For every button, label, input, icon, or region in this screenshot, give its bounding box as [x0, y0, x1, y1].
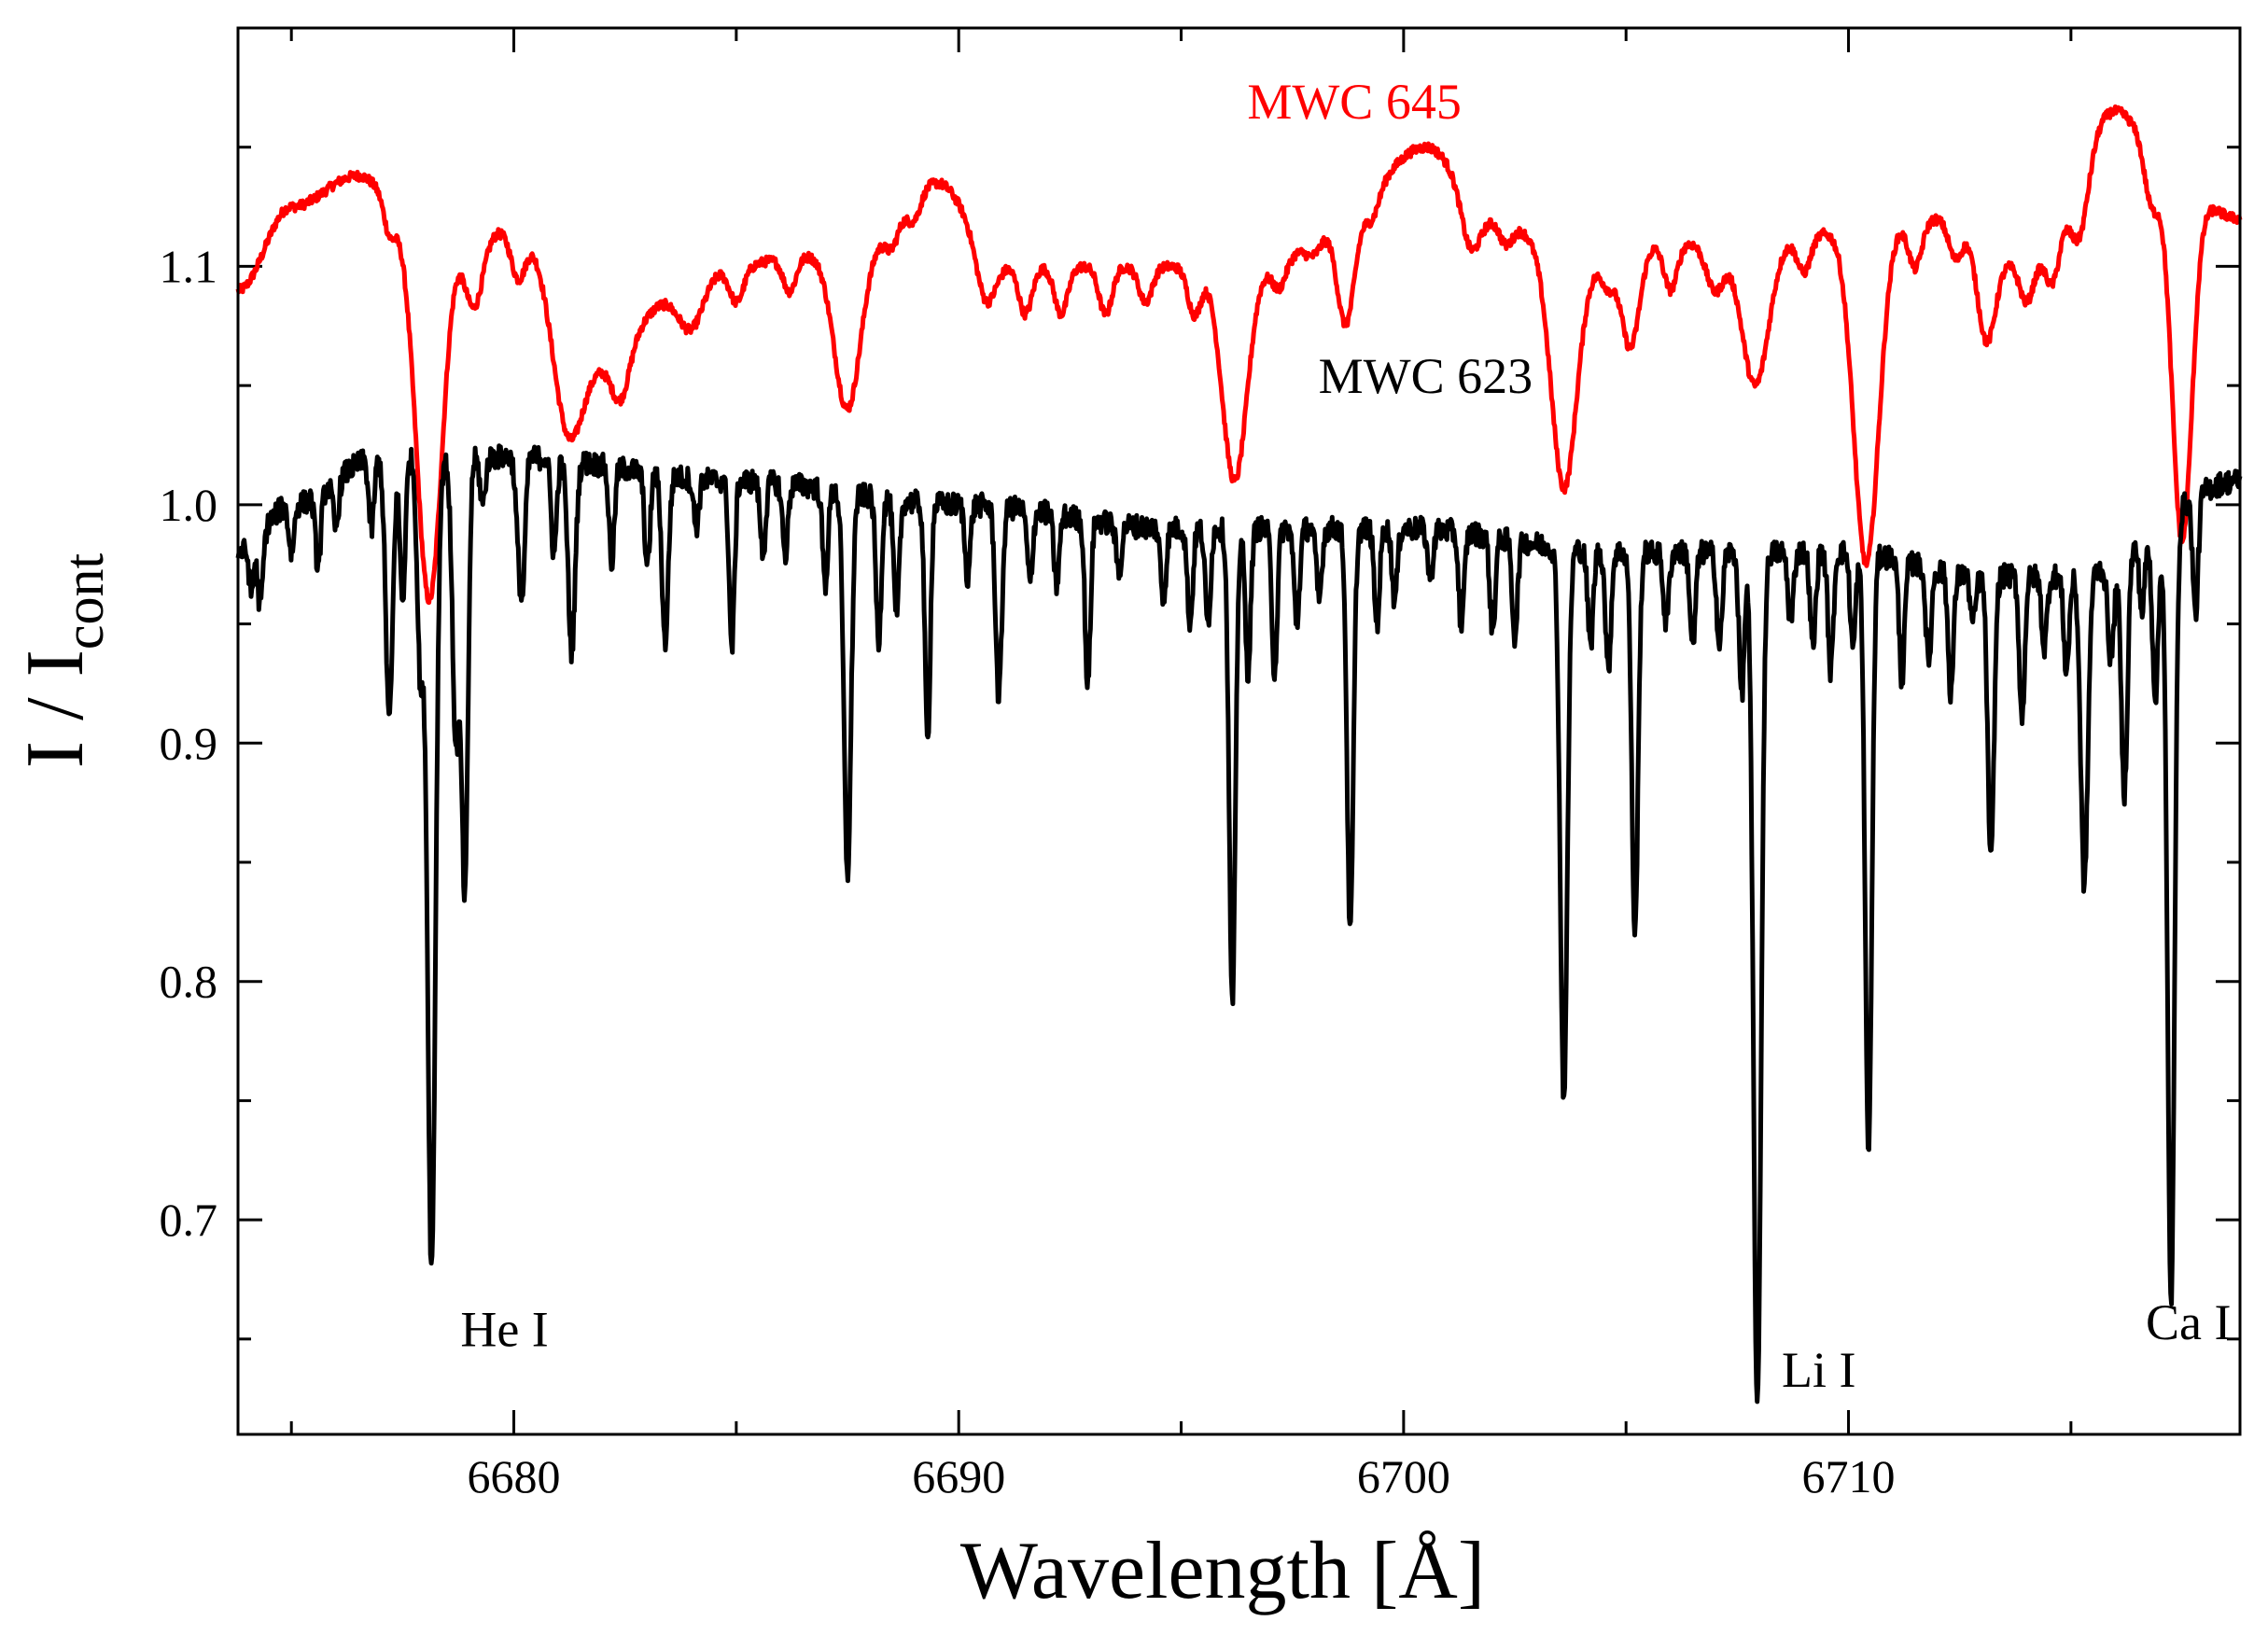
x-tick-label: 6710	[1802, 1450, 1896, 1502]
annotation-label: He I	[460, 1301, 548, 1357]
series-layer	[235, 104, 2243, 1404]
y-axis-title-subscript: cont	[53, 552, 115, 650]
annotations: MWC 645 MWC 623 He I Li I Ca I	[460, 74, 2231, 1398]
x-tick-label: 6680	[468, 1450, 561, 1502]
annotation-label: MWC 645	[1247, 74, 1462, 130]
y-tick-label: 1.0	[160, 479, 218, 531]
y-axis-title-main: I / I	[10, 650, 101, 768]
tick-labels: 6680 6690 6700 6710 0.7 0.8 0.9 1.0 1.1	[160, 240, 1896, 1502]
series-line-mwc645	[235, 104, 2243, 606]
x-tick-label: 6700	[1357, 1450, 1450, 1502]
y-axis-title: I / Icont	[10, 552, 115, 768]
y-tick-label: 1.1	[160, 240, 218, 292]
x-tick-label: 6690	[912, 1450, 1005, 1502]
plot-frame	[236, 26, 2242, 1436]
y-tick-label: 0.8	[160, 956, 218, 1008]
annotation-label: Li I	[1782, 1342, 1855, 1398]
annotation-label: MWC 623	[1319, 348, 1533, 404]
series-line-mwc623	[235, 443, 2243, 1404]
axis-ticks	[238, 28, 2240, 1434]
y-tick-label: 0.9	[160, 717, 218, 769]
annotation-label: Ca I	[2146, 1294, 2231, 1350]
y-tick-label: 0.7	[160, 1194, 218, 1246]
x-axis-title: Wavelength [Å]	[960, 1526, 1485, 1616]
